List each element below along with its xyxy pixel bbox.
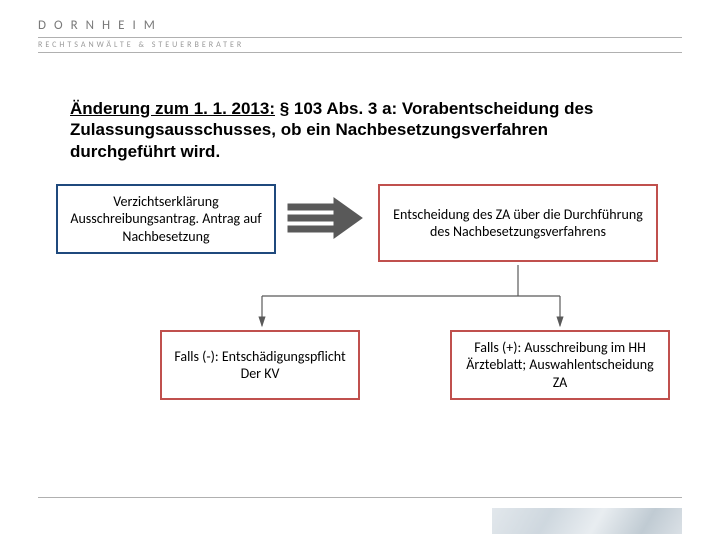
box-c-text: Falls (-): Entschädigungspflicht Der KV (170, 348, 350, 383)
header: DORNHEIM RECHTSANWÄLTE & STEUERBERATER (38, 18, 682, 53)
header-rule-2 (38, 52, 682, 53)
box-entscheidung-za: Entscheidung des ZA über die Durchführun… (378, 184, 658, 262)
title-underlined: Änderung zum 1. 1. 2013: (70, 99, 275, 118)
footer-image (492, 508, 682, 534)
box-falls-minus: Falls (-): Entschädigungspflicht Der KV (160, 330, 360, 400)
footer-rule (38, 497, 682, 498)
box-verzichtserklaerung: Verzichtserklärung Ausschreibungsantrag.… (56, 184, 276, 254)
arrow-split (0, 0, 720, 540)
brand-name: DORNHEIM (38, 18, 682, 33)
slide-title: Änderung zum 1. 1. 2013: § 103 Abs. 3 a:… (70, 98, 650, 162)
box-d-text: Falls (+): Ausschreibung im HH Ärzteblat… (460, 339, 660, 392)
box-falls-plus: Falls (+): Ausschreibung im HH Ärzteblat… (450, 330, 670, 400)
brand-subtitle: RECHTSANWÄLTE & STEUERBERATER (38, 40, 682, 50)
box-b-text: Entscheidung des ZA über die Durchführun… (388, 206, 648, 241)
header-rule-1 (38, 37, 682, 38)
arrow-block-right (288, 198, 362, 238)
box-a-text: Verzichtserklärung Ausschreibungsantrag.… (66, 193, 266, 246)
